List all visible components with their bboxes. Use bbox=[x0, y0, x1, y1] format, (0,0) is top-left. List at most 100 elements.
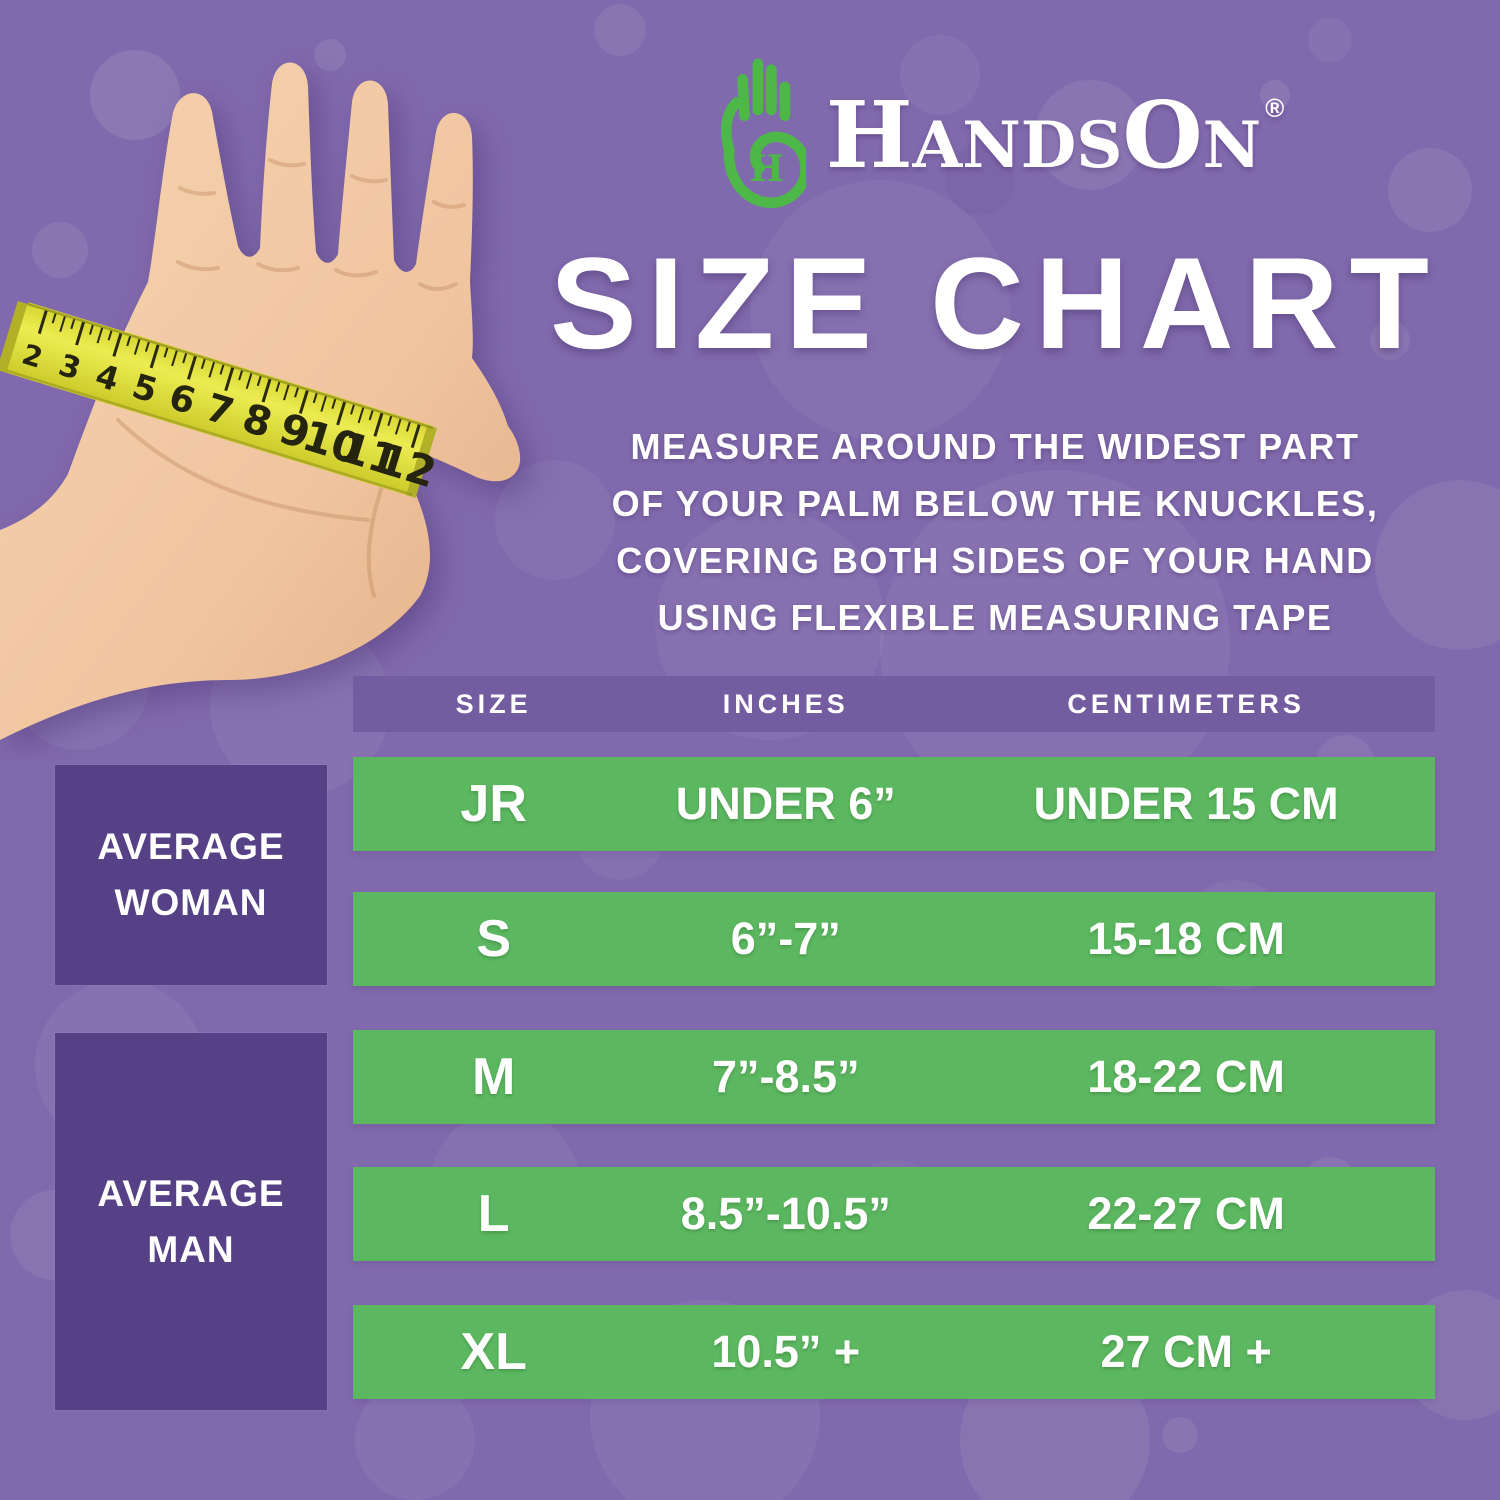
brand-logo: H H ANDS O N ® bbox=[540, 52, 1450, 217]
table-row-s: S 6”-7” 15-18 CM bbox=[353, 892, 1435, 986]
background-bubble bbox=[1035, 80, 1145, 190]
instructions-line-3: COVERING BOTH SIDES OF YOUR HAND bbox=[616, 540, 1374, 581]
tape-tick bbox=[357, 407, 365, 424]
registered-trademark-symbol: ® bbox=[1265, 92, 1285, 123]
group-label-average-woman: AVERAGE WOMAN bbox=[55, 765, 327, 985]
column-header-inches: INCHES bbox=[722, 688, 849, 719]
tape-tick bbox=[298, 390, 309, 414]
handson-hand-icon: H bbox=[720, 58, 806, 208]
cell-size-s: S bbox=[476, 910, 511, 968]
tape-tick bbox=[107, 330, 113, 341]
tape-tick bbox=[171, 350, 178, 367]
cell-inches-s: 6”-7” bbox=[730, 913, 841, 964]
column-header-centimeters: CENTIMETERS bbox=[1067, 688, 1305, 719]
instructions-line-2: OF YOUR PALM BELOW THE KNUCKLES, bbox=[611, 483, 1379, 524]
group-label-line: WOMAN bbox=[114, 882, 268, 923]
tape-tick bbox=[368, 410, 374, 421]
tape-tick bbox=[208, 361, 216, 378]
instructions-line-4: USING FLEXIBLE MEASURING TAPE bbox=[657, 597, 1333, 638]
tape-tick bbox=[256, 375, 262, 387]
background-bubble bbox=[900, 35, 980, 115]
cell-inches-l: 8.5”-10.5” bbox=[680, 1188, 891, 1239]
group-label-average-man: AVERAGE MAN bbox=[55, 1033, 327, 1410]
tape-left-fold bbox=[0, 300, 30, 374]
tape-tick bbox=[88, 324, 94, 335]
background-bubble bbox=[1260, 80, 1290, 110]
tape-tick bbox=[336, 401, 347, 426]
tape-tick bbox=[350, 404, 355, 415]
group-label-line: MAN bbox=[147, 1228, 235, 1270]
background-bubble bbox=[32, 222, 88, 278]
wordmark-h: H bbox=[825, 80, 913, 189]
tape-tick bbox=[275, 381, 281, 392]
page-title: SIZE CHART bbox=[550, 230, 1440, 376]
cell-cm-m: 18-22 CM bbox=[1087, 1051, 1285, 1102]
tape-tick bbox=[186, 355, 197, 380]
tape-tick bbox=[182, 353, 188, 364]
background-bubble bbox=[945, 145, 1015, 215]
cell-size-jr: JR bbox=[460, 775, 527, 833]
tape-tick bbox=[70, 318, 76, 330]
tape-tick bbox=[294, 387, 299, 398]
logo-letter-h: H bbox=[749, 147, 784, 190]
instructions-line-1: MEASURE AROUND THE WIDEST PART bbox=[630, 426, 1360, 467]
background-bubble bbox=[1388, 148, 1472, 232]
tape-tick bbox=[373, 412, 384, 437]
cell-cm-jr: UNDER 15 CM bbox=[1033, 778, 1339, 829]
tape-tick bbox=[331, 398, 337, 409]
background-bubble bbox=[1375, 480, 1500, 650]
background-bubble bbox=[495, 460, 615, 580]
tape-tick bbox=[59, 316, 66, 333]
background-bubble bbox=[1308, 18, 1352, 62]
cell-cm-l: 22-27 CM bbox=[1087, 1188, 1285, 1239]
tape-tick bbox=[75, 321, 85, 346]
tape-tick bbox=[410, 424, 421, 449]
cell-inches-xl: 10.5” + bbox=[711, 1326, 861, 1377]
tape-tick bbox=[51, 313, 57, 324]
background-bubble bbox=[355, 1380, 475, 1500]
wordmark-n: N bbox=[1202, 107, 1262, 183]
tape-tick bbox=[149, 344, 160, 369]
tape-tick bbox=[245, 373, 253, 390]
cell-size-xl: XL bbox=[460, 1323, 527, 1381]
wordmark-o: O bbox=[1122, 80, 1203, 189]
tape-tick bbox=[112, 333, 123, 357]
tape-tick bbox=[163, 347, 169, 358]
column-header-size: SIZE bbox=[455, 688, 532, 719]
brand-wordmark: H ANDS O N ® bbox=[826, 89, 1285, 181]
group-label-line: AVERAGE bbox=[97, 826, 285, 867]
tape-tick bbox=[126, 336, 132, 347]
background-bubble bbox=[90, 50, 180, 140]
tape-tick bbox=[261, 378, 272, 403]
group-label-line: AVERAGE bbox=[97, 1172, 285, 1214]
background-bubble bbox=[750, 180, 1010, 440]
size-table: SIZE INCHES CENTIMETERS JR UNDER 6” UNDE… bbox=[353, 676, 1435, 1406]
tape-tick bbox=[133, 338, 141, 355]
cell-inches-m: 7”-8.5” bbox=[712, 1051, 860, 1102]
tape-tick bbox=[312, 393, 318, 404]
tape-tick bbox=[219, 364, 225, 375]
tape-tick bbox=[238, 370, 244, 381]
tape-tick bbox=[200, 358, 206, 370]
tape-tick bbox=[387, 415, 393, 427]
measurement-instructions: MEASURE AROUND THE WIDEST PART OF YOUR P… bbox=[530, 418, 1460, 646]
tape-tick bbox=[283, 384, 290, 401]
cell-cm-xl: 27 CM + bbox=[1100, 1326, 1272, 1377]
background-bubble bbox=[1370, 320, 1410, 360]
tape-tick bbox=[320, 395, 327, 412]
cell-size-l: L bbox=[477, 1185, 510, 1243]
tape-tick bbox=[224, 367, 235, 392]
wordmark-ands: ANDS bbox=[912, 107, 1123, 183]
cell-size-m: M bbox=[471, 1048, 516, 1106]
tape-right-fold bbox=[406, 425, 438, 498]
tape-tick bbox=[394, 418, 402, 435]
background-bubble bbox=[314, 39, 346, 71]
background-bubble bbox=[594, 4, 646, 56]
cell-cm-s: 15-18 CM bbox=[1087, 913, 1285, 964]
table-row-jr: JR UNDER 6” UNDER 15 CM bbox=[353, 757, 1435, 851]
tape-tick bbox=[37, 310, 48, 335]
cell-inches-jr: UNDER 6” bbox=[675, 778, 896, 829]
